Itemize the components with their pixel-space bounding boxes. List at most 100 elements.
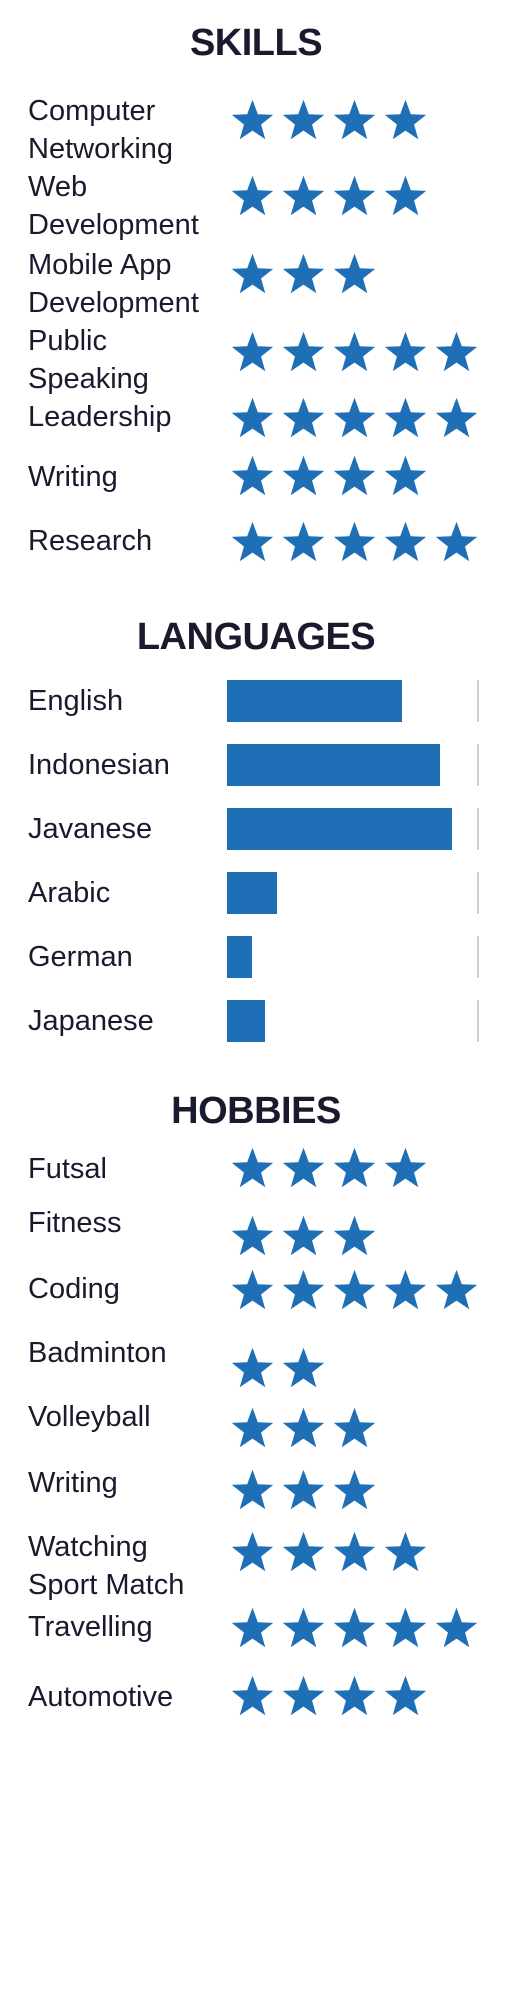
star-icon <box>383 330 428 375</box>
star-rating <box>230 1146 428 1191</box>
skills-heading: SKILLS <box>189 22 323 64</box>
language-level-bar <box>227 936 479 978</box>
star-icon <box>383 1530 428 1575</box>
language-level-fill <box>227 680 402 722</box>
star-icon <box>281 252 326 297</box>
hobbie-label: Travelling <box>28 1611 153 1643</box>
star-icon <box>230 1674 275 1719</box>
star-icon <box>332 520 377 565</box>
language-level-fill <box>227 936 252 978</box>
hobbie-label: Watching Sport Match <box>28 1531 185 1601</box>
star-icon <box>230 1146 275 1191</box>
skill-label: Computer Networking <box>28 95 174 165</box>
star-rating <box>230 1214 377 1259</box>
star-icon <box>332 1214 377 1259</box>
language-label: English <box>28 685 124 717</box>
language-level-fill <box>227 744 440 786</box>
star-icon <box>332 1606 377 1651</box>
star-icon <box>383 454 428 499</box>
language-level-bar <box>227 872 479 914</box>
hobbie-label: Volleyball <box>28 1401 151 1433</box>
star-icon <box>434 330 479 375</box>
star-rating <box>230 1346 326 1391</box>
star-icon <box>383 520 428 565</box>
star-icon <box>281 1346 326 1391</box>
skill-label: Writing <box>28 461 118 493</box>
star-icon <box>281 1268 326 1313</box>
star-icon <box>230 174 275 219</box>
language-label: German <box>28 941 133 973</box>
star-icon <box>332 1674 377 1719</box>
skill-label: Research <box>28 525 153 557</box>
star-icon <box>332 1268 377 1313</box>
star-rating <box>230 454 428 499</box>
star-icon <box>281 520 326 565</box>
star-icon <box>230 520 275 565</box>
star-icon <box>332 330 377 375</box>
star-icon <box>230 396 275 441</box>
star-rating <box>230 1530 428 1575</box>
star-icon <box>281 98 326 143</box>
hobbie-label: Writing <box>28 1467 118 1499</box>
star-rating <box>230 520 479 565</box>
star-rating <box>230 396 479 441</box>
star-icon <box>434 520 479 565</box>
hobbie-label: Coding <box>28 1273 120 1305</box>
star-icon <box>332 252 377 297</box>
language-level-bar <box>227 744 479 786</box>
star-icon <box>332 1468 377 1513</box>
language-level-bar <box>227 680 479 722</box>
skill-label: Public Speaking <box>28 325 149 395</box>
star-icon <box>281 174 326 219</box>
skill-label: Web Development <box>28 171 199 241</box>
language-label: Arabic <box>28 877 111 909</box>
language-level-fill <box>227 872 277 914</box>
star-rating <box>230 1268 479 1313</box>
star-icon <box>281 1674 326 1719</box>
star-rating <box>230 1674 428 1719</box>
star-icon <box>332 454 377 499</box>
skill-label: Leadership <box>28 401 172 433</box>
star-icon <box>383 1268 428 1313</box>
star-icon <box>332 396 377 441</box>
language-label: Indonesian <box>28 749 170 781</box>
skill-label: Mobile App Development <box>28 249 199 319</box>
star-icon <box>230 1346 275 1391</box>
star-icon <box>332 1406 377 1451</box>
star-icon <box>383 98 428 143</box>
star-icon <box>281 1214 326 1259</box>
star-icon <box>332 174 377 219</box>
star-icon <box>434 1606 479 1651</box>
star-icon <box>230 1214 275 1259</box>
star-icon <box>281 330 326 375</box>
star-icon <box>281 1468 326 1513</box>
star-icon <box>281 1406 326 1451</box>
star-rating <box>230 174 428 219</box>
star-icon <box>230 454 275 499</box>
star-icon <box>281 1606 326 1651</box>
star-icon <box>230 1530 275 1575</box>
star-icon <box>230 1268 275 1313</box>
star-rating <box>230 1606 479 1651</box>
hobbie-label: Automotive <box>28 1681 174 1713</box>
star-rating <box>230 98 428 143</box>
hobbie-label: Badminton <box>28 1337 167 1369</box>
star-icon <box>230 98 275 143</box>
star-rating <box>230 1406 377 1451</box>
languages-heading: LANGUAGES <box>136 616 376 658</box>
star-icon <box>383 174 428 219</box>
star-icon <box>230 330 275 375</box>
star-icon <box>332 1146 377 1191</box>
star-rating <box>230 252 377 297</box>
star-icon <box>281 396 326 441</box>
star-icon <box>434 396 479 441</box>
star-icon <box>383 1606 428 1651</box>
star-icon <box>230 1406 275 1451</box>
language-label: Javanese <box>28 813 153 845</box>
star-icon <box>434 1268 479 1313</box>
hobbie-label: Fitness <box>28 1207 122 1239</box>
star-icon <box>383 1674 428 1719</box>
star-icon <box>383 1146 428 1191</box>
star-icon <box>230 1468 275 1513</box>
star-icon <box>230 1606 275 1651</box>
